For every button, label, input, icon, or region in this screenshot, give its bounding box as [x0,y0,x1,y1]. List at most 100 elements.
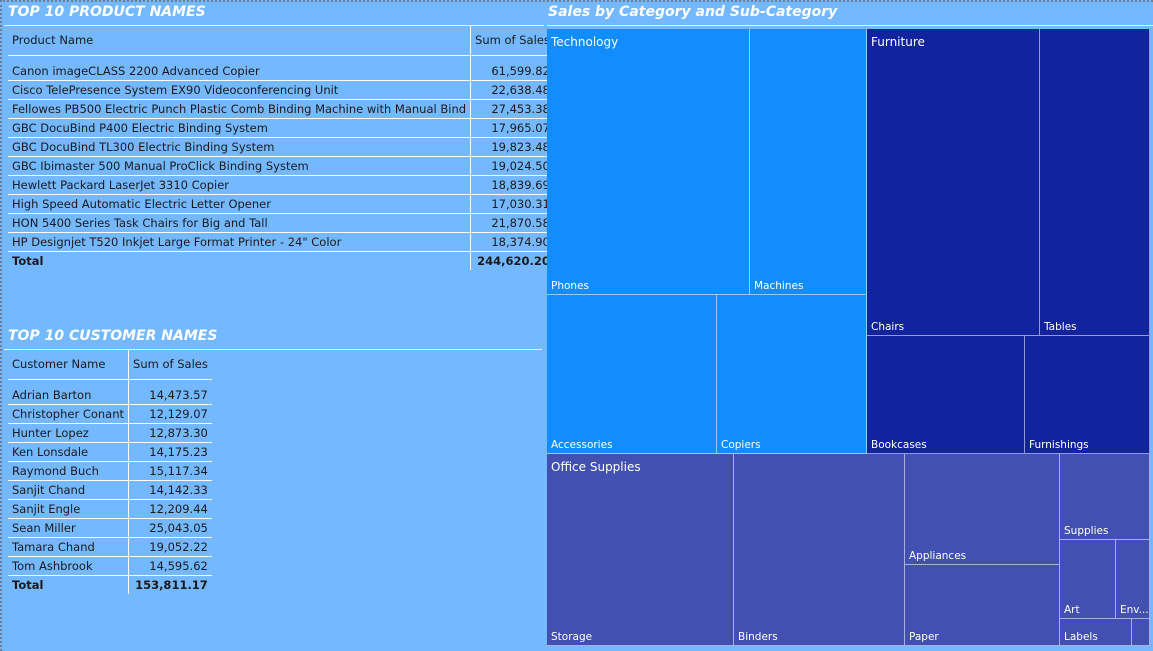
customers-col-name[interactable]: Customer Name [8,349,129,380]
customer-row[interactable]: Sanjit Engle 12,209.44 [8,499,212,519]
products-col-sales[interactable]: Sum of Sales [470,25,554,56]
product-spacer-row [8,55,554,62]
product-sales-cell: 17,965.07 [470,118,554,138]
customer-row[interactable]: Adrian Barton 14,473.57 [8,386,212,405]
customer-total-row: Total 153,811.17 [8,575,212,594]
product-total-row: Total 244,620.20 [8,251,554,270]
product-row[interactable]: Fellowes PB500 Electric Punch Plastic Co… [8,99,554,119]
product-sales-cell: 61,599.82 [470,62,554,81]
product-sales-cell: 21,870.58 [470,213,554,233]
customer-sales-cell: 12,129.07 [128,404,212,424]
tile-machines[interactable]: Machines [750,29,867,295]
product-name-cell: GBC Ibimaster 500 Manual ProClick Bindin… [8,156,471,176]
tile-appliances[interactable]: Appliances [905,454,1060,565]
product-total-value: 244,620.20 [470,251,554,270]
customers-title-rule [4,349,542,350]
product-row[interactable]: Cisco TelePresence System EX90 Videoconf… [8,80,554,100]
product-name-cell: GBC DocuBind P400 Electric Binding Syste… [8,118,471,138]
category-label-furniture: Furniture [871,35,925,49]
customer-name-cell: Ken Lonsdale [8,442,129,462]
tile-label-storage: Storage [551,631,593,643]
product-sales-cell: 27,453.38 [470,99,554,119]
treemap[interactable]: Technology Phones Machines Accessories C… [547,29,1150,646]
tile-label-labels: Labels [1064,631,1098,643]
product-row[interactable]: HON 5400 Series Task Chairs for Big and … [8,213,554,233]
tile-tables[interactable]: Tables [1040,29,1150,336]
product-name-cell: HON 5400 Series Task Chairs for Big and … [8,213,471,233]
product-row[interactable]: GBC Ibimaster 500 Manual ProClick Bindin… [8,156,554,176]
tile-fasteners[interactable] [1132,619,1150,646]
product-row[interactable]: GBC DocuBind TL300 Electric Binding Syst… [8,137,554,157]
customer-sales-cell: 14,595.62 [128,556,212,576]
customer-row[interactable]: Tom Ashbrook 14,595.62 [8,556,212,576]
category-label-technology: Technology [551,35,619,49]
product-row[interactable]: Canon imageCLASS 2200 Advanced Copier 61,… [8,62,554,81]
product-row[interactable]: GBC DocuBind P400 Electric Binding Syste… [8,118,554,138]
customer-sales-cell: 19,052.22 [128,537,212,557]
customers-table[interactable]: Customer Name Sum of Sales Adrian Barton… [8,349,212,594]
treemap-title: Sales by Category and Sub-Category [548,4,838,20]
tile-supplies[interactable]: Supplies [1060,454,1150,540]
customer-total-label: Total [8,575,129,594]
products-col-name[interactable]: Product Name [8,25,471,56]
tile-phones[interactable]: Technology Phones [547,29,750,295]
tile-art[interactable]: Art [1060,540,1116,619]
tile-label-phones: Phones [551,280,589,292]
tile-label-envelopes: Env... [1120,604,1149,616]
customer-sales-cell: 14,142.33 [128,480,212,500]
product-row[interactable]: HP Designjet T520 Inkjet Large Format Pr… [8,232,554,252]
tile-label-furnishings: Furnishings [1029,439,1089,451]
customers-body: Adrian Barton 14,473.57 Christopher Conant… [8,379,212,594]
product-total-label: Total [8,251,471,270]
customer-name-cell: Sanjit Chand [8,480,129,500]
product-sales-cell: 19,024.50 [470,156,554,176]
product-name-cell: High Speed Automatic Electric Letter Ope… [8,194,471,214]
product-row[interactable]: High Speed Automatic Electric Letter Ope… [8,194,554,214]
product-sales-cell: 17,030.31 [470,194,554,214]
tile-envelopes[interactable]: Env... [1116,540,1150,619]
customer-row[interactable]: Raymond Buch 15,117.34 [8,461,212,481]
selection-border-left [0,0,3,651]
customer-name-cell: Tom Ashbrook [8,556,129,576]
customer-sales-cell: 25,043.05 [128,518,212,538]
customer-sales-cell: 12,209.44 [128,499,212,519]
customer-name-cell: Hunter Lopez [8,423,129,443]
tile-label-paper: Paper [909,631,939,643]
tile-storage[interactable]: Office Supplies Storage [547,454,734,646]
customer-sales-cell: 12,873.30 [128,423,212,443]
customers-col-sales[interactable]: Sum of Sales [128,349,212,380]
customer-spacer-row [8,379,212,386]
tile-furnishings[interactable]: Furnishings [1025,336,1150,454]
product-name-cell: Cisco TelePresence System EX90 Videoconf… [8,80,471,100]
category-label-office-supplies: Office Supplies [551,460,641,474]
customer-row[interactable]: Sean Miller 25,043.05 [8,518,212,538]
customer-row[interactable]: Tamara Chand 19,052.22 [8,537,212,557]
tile-label-chairs: Chairs [871,321,905,333]
customer-total-value: 153,811.17 [128,575,212,594]
product-row[interactable]: Hewlett Packard LaserJet 3310 Copier 18,8… [8,175,554,195]
tile-label-machines: Machines [754,280,804,292]
customer-sales-cell: 15,117.34 [128,461,212,481]
customer-row[interactable]: Ken Lonsdale 14,175.23 [8,442,212,462]
customer-row[interactable]: Christopher Conant 12,129.07 [8,404,212,424]
product-sales-cell: 18,839.69 [470,175,554,195]
product-name-cell: Canon imageCLASS 2200 Advanced Copier [8,62,471,81]
spacer-cell [128,379,212,386]
product-name-cell: HP Designjet T520 Inkjet Large Format Pr… [8,232,471,252]
products-table[interactable]: Product Name Sum of Sales Canon imageCLA… [8,25,554,270]
tile-chairs[interactable]: Furniture Chairs [867,29,1040,336]
product-sales-cell: 19,823.48 [470,137,554,157]
tile-copiers[interactable]: Copiers [717,295,867,454]
tile-paper[interactable]: Paper [905,565,1060,646]
tile-label-supplies: Supplies [1064,525,1109,537]
tile-binders[interactable]: Binders [734,454,905,646]
customer-row[interactable]: Hunter Lopez 12,873.30 [8,423,212,443]
tile-labels[interactable]: Labels [1060,619,1132,646]
tile-bookcases[interactable]: Bookcases [867,336,1025,454]
customer-name-cell: Adrian Barton [8,386,129,405]
products-body: Canon imageCLASS 2200 Advanced Copier 61,… [8,55,554,270]
tile-accessories[interactable]: Accessories [547,295,717,454]
customer-row[interactable]: Sanjit Chand 14,142.33 [8,480,212,500]
tile-label-copiers: Copiers [721,439,761,451]
tile-label-appliances: Appliances [909,550,967,562]
